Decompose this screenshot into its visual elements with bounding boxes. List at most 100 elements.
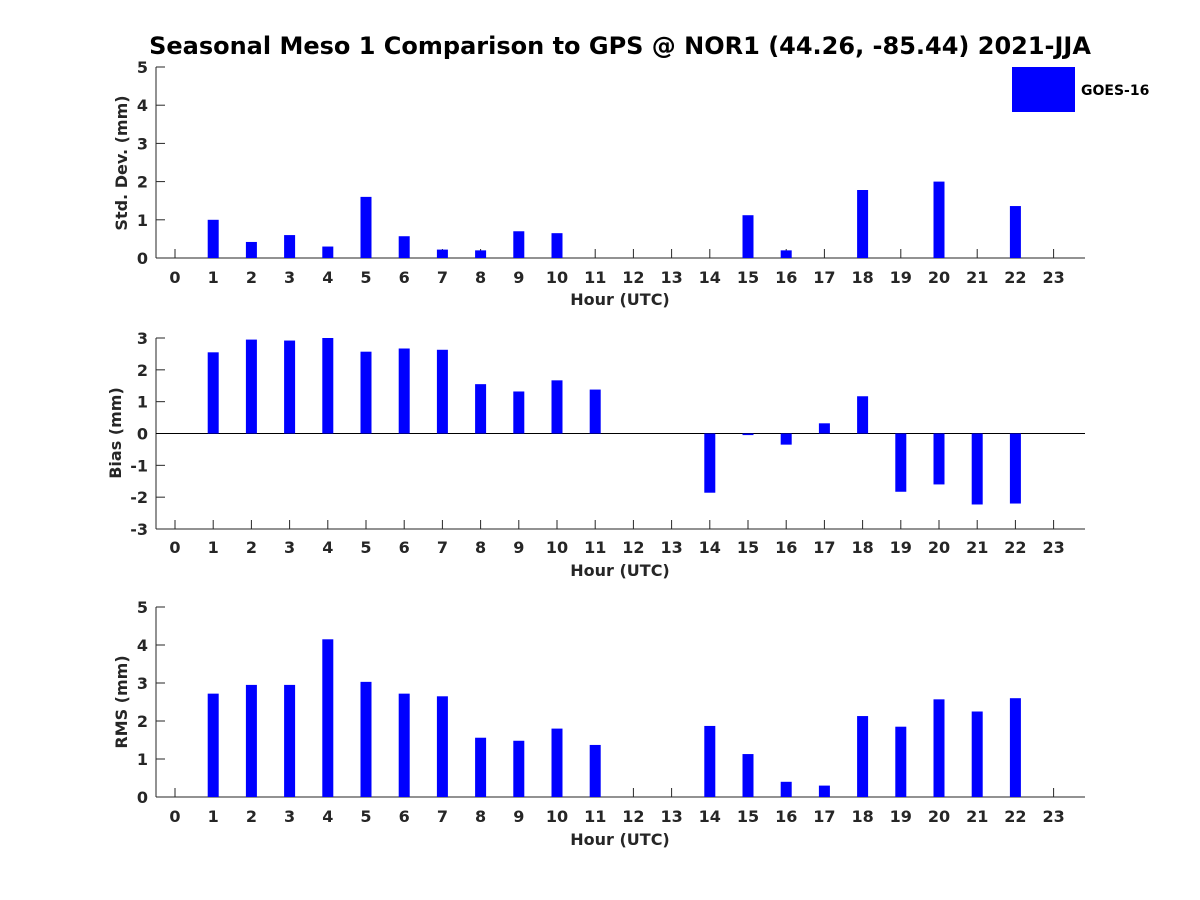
x-tick-label: 14 xyxy=(699,807,721,826)
bar-hour-8 xyxy=(475,737,487,797)
y-tick-label: 3 xyxy=(137,329,148,348)
bar-hour-6 xyxy=(398,348,410,434)
bar-hour-9 xyxy=(513,740,525,797)
x-tick-label: 10 xyxy=(546,807,568,826)
x-tick-label: 8 xyxy=(475,807,486,826)
bar-hour-9 xyxy=(513,391,525,434)
y-tick-label: 0 xyxy=(137,249,148,268)
x-tick-label: 11 xyxy=(584,538,606,557)
y-tick-label: 1 xyxy=(137,750,148,769)
bar-hour-18 xyxy=(857,396,869,434)
bar-hour-22 xyxy=(1009,698,1021,797)
bar-hour-3 xyxy=(284,340,296,434)
x-tick-label: 11 xyxy=(584,268,606,287)
y-tick-label: 1 xyxy=(137,393,148,412)
y-tick-label: 0 xyxy=(137,788,148,807)
bar-hour-4 xyxy=(322,338,334,434)
y-tick-label: -2 xyxy=(130,488,148,507)
bar-hour-18 xyxy=(857,190,869,258)
x-tick-label: 7 xyxy=(437,268,448,287)
x-tick-label: 0 xyxy=(169,268,180,287)
y-tick-label: -1 xyxy=(130,456,148,475)
bar-hour-10 xyxy=(551,233,563,258)
x-tick-label: 16 xyxy=(775,268,797,287)
legend-label: GOES-16 xyxy=(1081,83,1149,99)
x-tick-label: 5 xyxy=(360,538,371,557)
bar-hour-16 xyxy=(780,250,792,258)
x-tick-label: 23 xyxy=(1042,538,1064,557)
x-tick-label: 16 xyxy=(775,807,797,826)
bar-hour-10 xyxy=(551,728,563,797)
x-tick-label: 9 xyxy=(513,807,524,826)
x-tick-label: 22 xyxy=(1004,538,1026,557)
bar-hour-3 xyxy=(284,684,296,797)
y-tick-label: 2 xyxy=(137,361,148,380)
x-tick-label: 3 xyxy=(284,268,295,287)
bar-hour-7 xyxy=(436,696,448,797)
x-tick-label: 16 xyxy=(775,538,797,557)
x-tick-label: 6 xyxy=(399,807,410,826)
x-tick-label: 20 xyxy=(928,807,950,826)
bar-hour-19 xyxy=(895,726,907,797)
y-tick-label: 5 xyxy=(137,598,148,617)
bar-hour-5 xyxy=(360,196,372,258)
bar-hour-16 xyxy=(780,781,792,797)
x-tick-label: 13 xyxy=(660,268,682,287)
x-tick-label: 17 xyxy=(813,268,835,287)
x-tick-label: 1 xyxy=(208,268,219,287)
bar-hour-15 xyxy=(742,215,754,258)
x-tick-label: 22 xyxy=(1004,268,1026,287)
x-tick-label: 7 xyxy=(437,538,448,557)
x-tick-label: 8 xyxy=(475,268,486,287)
x-tick-label: 4 xyxy=(322,538,333,557)
x-tick-label: 5 xyxy=(360,268,371,287)
bar-hour-16 xyxy=(780,433,792,445)
bar-hour-5 xyxy=(360,351,372,434)
x-tick-label: 9 xyxy=(513,268,524,287)
x-tick-label: 7 xyxy=(437,807,448,826)
bar-hour-4 xyxy=(322,246,334,258)
bar-hour-4 xyxy=(322,639,334,797)
x-tick-label: 2 xyxy=(246,268,257,287)
bar-hour-2 xyxy=(245,241,257,258)
bar-hour-17 xyxy=(818,423,830,434)
x-tick-label: 21 xyxy=(966,268,988,287)
bar-hour-1 xyxy=(207,693,219,797)
bar-hour-2 xyxy=(245,684,257,797)
y-tick-label: -3 xyxy=(130,520,148,539)
figure-title: Seasonal Meso 1 Comparison to GPS @ NOR1… xyxy=(149,32,1091,60)
x-tick-label: 17 xyxy=(813,807,835,826)
x-tick-label: 18 xyxy=(851,807,873,826)
x-tick-label: 15 xyxy=(737,268,759,287)
x-tick-label: 10 xyxy=(546,268,568,287)
x-tick-label: 19 xyxy=(890,538,912,557)
legend-swatch xyxy=(1012,67,1075,112)
bar-hour-21 xyxy=(971,711,983,797)
y-tick-label: 5 xyxy=(137,58,148,77)
bar-hour-1 xyxy=(207,352,219,434)
x-tick-label: 22 xyxy=(1004,807,1026,826)
x-tick-label: 12 xyxy=(622,268,644,287)
x-tick-label: 14 xyxy=(699,268,721,287)
bar-hour-1 xyxy=(207,219,219,258)
y-tick-label: 4 xyxy=(137,636,148,655)
x-axis-label: Hour (UTC) xyxy=(570,830,670,849)
bar-hour-6 xyxy=(398,693,410,797)
bar-hour-20 xyxy=(933,181,945,258)
bar-hour-19 xyxy=(895,433,907,492)
x-tick-label: 2 xyxy=(246,807,257,826)
x-tick-label: 17 xyxy=(813,538,835,557)
x-tick-label: 5 xyxy=(360,807,371,826)
x-tick-label: 18 xyxy=(851,538,873,557)
y-tick-label: 2 xyxy=(137,173,148,192)
x-tick-label: 2 xyxy=(246,538,257,557)
bar-hour-3 xyxy=(284,235,296,258)
bar-hour-14 xyxy=(704,433,716,493)
x-tick-label: 4 xyxy=(322,268,333,287)
x-tick-label: 21 xyxy=(966,807,988,826)
x-tick-label: 0 xyxy=(169,538,180,557)
bar-hour-8 xyxy=(475,384,487,434)
